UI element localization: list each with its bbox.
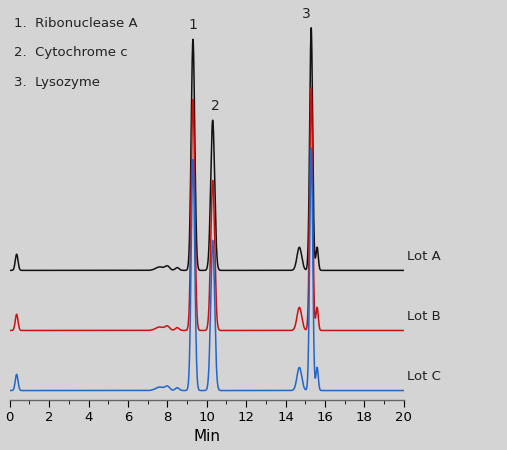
- Text: 3.  Lysozyme: 3. Lysozyme: [14, 76, 100, 89]
- Text: Lot B: Lot B: [407, 310, 441, 323]
- Text: 1: 1: [189, 18, 197, 32]
- Text: 3: 3: [302, 7, 311, 21]
- Text: Lot A: Lot A: [407, 250, 441, 263]
- Text: 2.  Cytochrome c: 2. Cytochrome c: [14, 46, 127, 59]
- Text: 2: 2: [211, 99, 220, 113]
- Text: 1.  Ribonuclease A: 1. Ribonuclease A: [14, 17, 137, 30]
- X-axis label: Min: Min: [193, 429, 220, 445]
- Text: Lot C: Lot C: [407, 370, 441, 383]
